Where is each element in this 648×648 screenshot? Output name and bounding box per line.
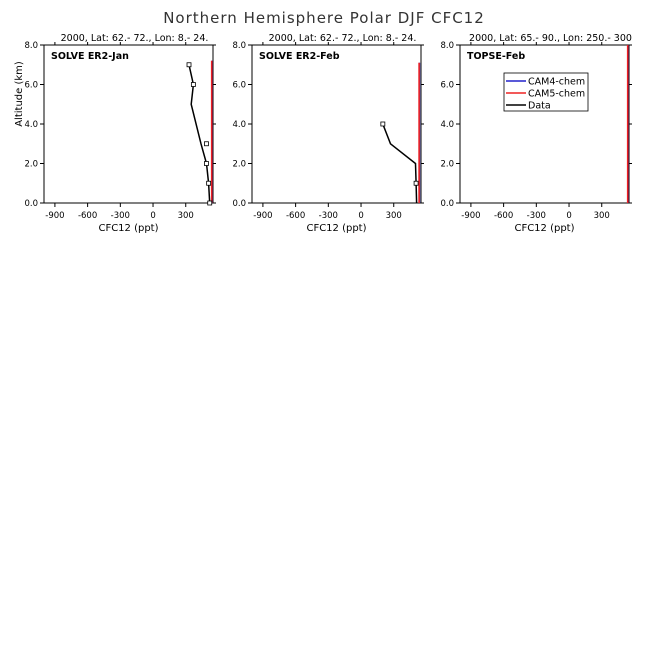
x-tick-label: -300 (111, 211, 130, 221)
y-tick-label: 2.0 (24, 160, 38, 170)
y-tick-label: 4.0 (440, 120, 454, 130)
x-tick-label: 300 (178, 211, 194, 221)
y-tick-label: 2.0 (440, 160, 454, 170)
series-line-data (382, 123, 418, 204)
x-tick-label: -900 (461, 211, 480, 221)
x-tick-label: -600 (286, 211, 305, 221)
y-tick-label: 0.0 (232, 199, 246, 209)
data-point-marker (204, 141, 209, 147)
panel-label: TOPSE-Feb (467, 51, 525, 62)
x-tick-label: 0 (358, 211, 363, 221)
plot-frame (251, 44, 422, 204)
y-tick-label: 0.0 (24, 199, 38, 209)
x-axis-label: CFC12 (ppt) (98, 223, 158, 234)
data-point-marker (207, 200, 213, 206)
x-tick-label: -900 (253, 211, 272, 221)
y-tick-label: 0.0 (440, 199, 454, 209)
data-point-marker (413, 180, 419, 186)
y-tick-label: 8.0 (440, 41, 454, 51)
y-tick-label: 4.0 (232, 120, 246, 130)
x-tick-label: -300 (527, 211, 546, 221)
x-tick-label: -600 (494, 211, 513, 221)
x-tick-label: -900 (45, 211, 64, 221)
legend-entry: CAM5-chem (528, 89, 585, 100)
plot-frame (43, 44, 214, 204)
panel-header: 2000, Lat: 65.- 90., Lon: 250.- 300 (469, 33, 632, 44)
y-tick-label: 2.0 (232, 160, 246, 170)
chart-panel-1: 2000, Lat: 62.- 72., Lon: 8.- 24. -900 -60… (14, 33, 216, 234)
y-axis-label: Altitude (km) (14, 61, 25, 127)
data-point-marker (204, 161, 209, 166)
data-point-marker (380, 121, 386, 127)
x-tick-label: 0 (566, 211, 571, 221)
plot-frame (459, 44, 630, 204)
x-axis-label: CFC12 (ppt) (514, 223, 574, 234)
panel-label: SOLVE ER2-Jan (51, 51, 129, 62)
chart-panel-2: 2000, Lat: 62.- 72., Lon: 8.- 24. -900 -60… (232, 33, 424, 234)
legend-entry: Data (528, 101, 551, 112)
y-tick-label: 4.0 (24, 120, 38, 130)
y-tick-label: 8.0 (24, 41, 38, 51)
legend-entry: CAM4-chem (528, 77, 585, 88)
panel-header: 2000, Lat: 62.- 72., Lon: 8.- 24. (269, 33, 417, 44)
x-tick-label: 300 (386, 211, 402, 221)
x-tick-label: 0 (150, 211, 155, 221)
panel-header: 2000, Lat: 62.- 72., Lon: 8.- 24. (61, 33, 209, 44)
x-axis-label: CFC12 (ppt) (306, 223, 366, 234)
data-point-marker (190, 82, 196, 87)
data-point-marker (206, 180, 212, 186)
chart-panel-3: 2000, Lat: 65.- 90., Lon: 250.- 300 -900 -… (440, 33, 632, 234)
data-point-marker (186, 62, 192, 68)
panel-label: SOLVE ER2-Feb (259, 51, 340, 62)
y-tick-label: 6.0 (24, 81, 38, 91)
x-tick-label: 300 (594, 211, 610, 221)
x-tick-label: -300 (319, 211, 338, 221)
page-title: Northern Hemisphere Polar DJF CFC12 (163, 9, 485, 27)
y-tick-label: 6.0 (232, 81, 246, 91)
y-tick-label: 6.0 (440, 81, 454, 91)
x-tick-label: -600 (78, 211, 97, 221)
y-tick-label: 8.0 (232, 41, 246, 51)
